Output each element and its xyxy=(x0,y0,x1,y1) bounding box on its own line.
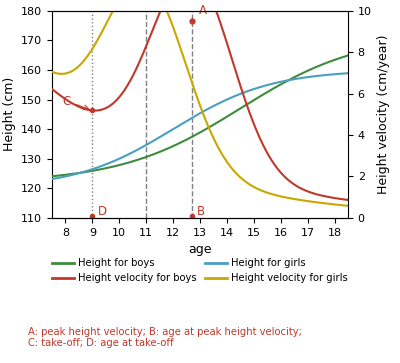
Text: A: A xyxy=(199,4,207,17)
Text: B: B xyxy=(197,205,206,218)
Y-axis label: Height (cm): Height (cm) xyxy=(2,77,16,151)
Text: D: D xyxy=(98,205,107,218)
Legend: Height for boys, Height velocity for boys, Height for girls, Height velocity for: Height for boys, Height velocity for boy… xyxy=(48,254,352,287)
Text: A: peak height velocity; B: age at peak height velocity;
C: take-off; D: age at : A: peak height velocity; B: age at peak … xyxy=(28,327,302,348)
Text: C: C xyxy=(63,95,88,110)
Y-axis label: Height velocity (cm/year): Height velocity (cm/year) xyxy=(377,34,390,194)
X-axis label: age: age xyxy=(188,243,212,256)
